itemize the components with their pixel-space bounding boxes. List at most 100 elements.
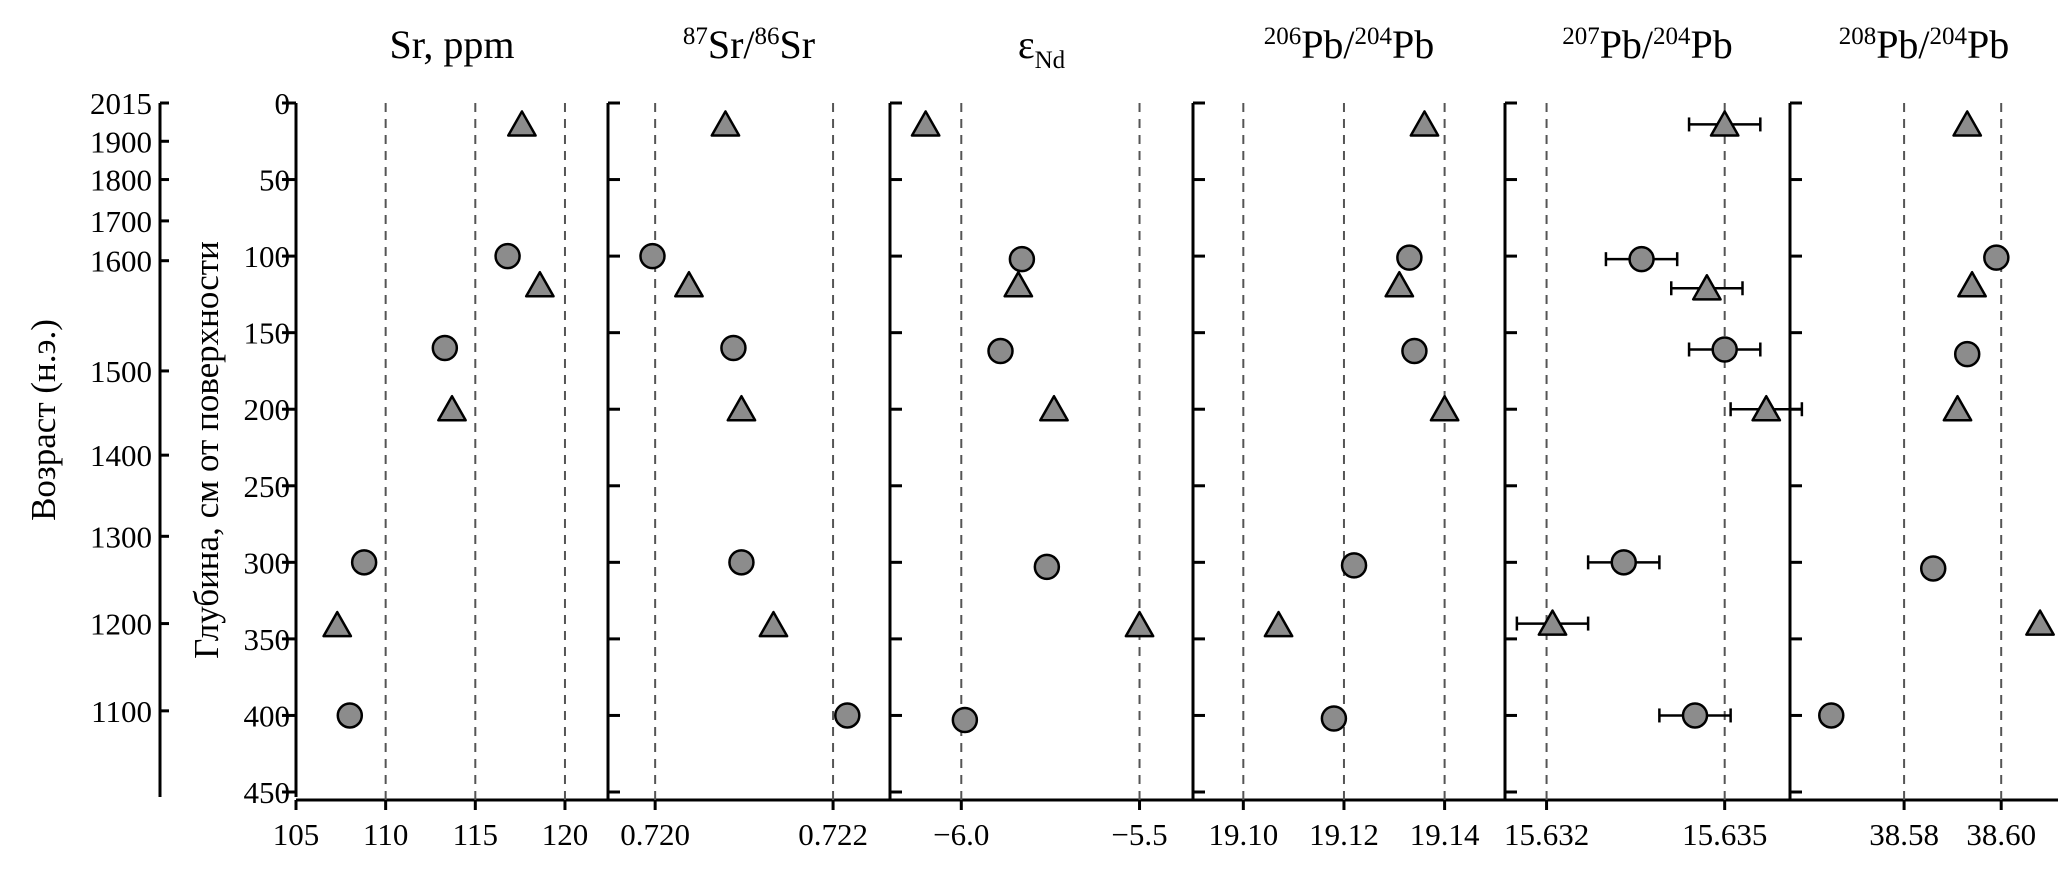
circle-point bbox=[1610, 549, 1637, 576]
x-tick-label: 120 bbox=[542, 817, 589, 852]
title-superscript: 207 bbox=[1562, 23, 1600, 50]
depth-tick-label: 50 bbox=[259, 163, 290, 198]
triangle-point bbox=[524, 270, 555, 298]
circle-point bbox=[639, 242, 666, 270]
panel-title: 207Pb/204Pb bbox=[1562, 22, 1733, 67]
triangle-point bbox=[1709, 110, 1740, 137]
marks-layer bbox=[322, 110, 2055, 734]
age-axis-label: Возраст (н.э.) bbox=[24, 319, 63, 521]
title-text: ε bbox=[1018, 22, 1035, 67]
x-tick-label: 19.14 bbox=[1410, 817, 1480, 852]
triangle-point bbox=[710, 110, 741, 137]
x-tick-label: 15.632 bbox=[1504, 817, 1589, 852]
depth-tick-label: 100 bbox=[244, 239, 291, 274]
circle-point bbox=[834, 702, 861, 729]
triangle-point bbox=[726, 394, 757, 422]
title-superscript: 206 bbox=[1264, 23, 1302, 50]
title-text: Pb/ bbox=[1876, 22, 1930, 67]
circle-point bbox=[494, 242, 521, 270]
x-tick-label: 115 bbox=[453, 817, 498, 852]
x-tick-label: 38.60 bbox=[1966, 817, 2036, 852]
triangle-point bbox=[437, 394, 467, 422]
triangle-point bbox=[758, 610, 789, 638]
circle-point bbox=[951, 706, 979, 734]
age-tick-label: 1900 bbox=[90, 124, 152, 159]
triangle-point bbox=[674, 270, 704, 298]
triangle-point bbox=[1952, 110, 1983, 137]
circle-point bbox=[350, 549, 378, 576]
triangle-point bbox=[1039, 394, 1069, 422]
age-tick-label: 1500 bbox=[90, 354, 152, 389]
age-tick-label: 1100 bbox=[91, 694, 152, 729]
text-layer: 2015190018001700160015001400130012001100… bbox=[24, 22, 2036, 852]
title-text: Sr, ppm bbox=[389, 22, 514, 67]
triangle-point bbox=[2025, 609, 2055, 636]
x-tick-label: 19.10 bbox=[1208, 817, 1278, 852]
triangle-point bbox=[1409, 110, 1440, 137]
circle-point bbox=[1818, 702, 1845, 729]
title-text: Pb bbox=[1967, 22, 2009, 67]
title-text: Pb bbox=[1392, 22, 1434, 67]
title-text: Pb/ bbox=[1600, 22, 1654, 67]
depth-tick-label: 250 bbox=[244, 469, 291, 504]
age-tick-label: 1800 bbox=[90, 163, 152, 198]
triangle-point bbox=[1957, 270, 1987, 298]
triangle-point bbox=[1124, 610, 1155, 638]
circle-point bbox=[1919, 555, 1947, 582]
circle-point bbox=[1033, 553, 1061, 581]
title-text: Pb/ bbox=[1301, 22, 1355, 67]
x-tick-label: 105 bbox=[273, 817, 320, 852]
triangle-point bbox=[910, 110, 941, 137]
circle-point bbox=[1681, 702, 1709, 729]
circle-point bbox=[987, 337, 1014, 365]
depth-tick-label: 150 bbox=[244, 316, 291, 351]
triangle-point bbox=[1003, 270, 1034, 298]
triangle-point bbox=[322, 610, 353, 638]
circle-point bbox=[1340, 552, 1368, 579]
circle-point bbox=[1008, 245, 1036, 273]
x-tick-label: −6.0 bbox=[933, 817, 989, 852]
triangle-point bbox=[1942, 394, 1973, 422]
title-superscript: 208 bbox=[1839, 23, 1877, 50]
x-tick-label: 19.12 bbox=[1309, 817, 1379, 852]
title-text: Sr/ bbox=[708, 22, 756, 67]
age-tick-label: 1200 bbox=[90, 607, 152, 642]
age-tick-label: 1700 bbox=[90, 204, 152, 239]
circle-point bbox=[336, 702, 364, 729]
panel-title: εNd bbox=[1018, 22, 1066, 74]
x-tick-label: 0.720 bbox=[620, 817, 690, 852]
panel-title: 208Pb/204Pb bbox=[1839, 22, 2010, 67]
depth-tick-label: 400 bbox=[244, 698, 291, 733]
x-tick-label: 15.635 bbox=[1682, 817, 1767, 852]
depth-axis-label: Глубина, см от поверхности bbox=[187, 241, 226, 659]
circle-point bbox=[720, 334, 747, 362]
title-superscript: 204 bbox=[1653, 23, 1691, 50]
circle-point bbox=[1628, 245, 1655, 273]
age-tick-label: 1600 bbox=[90, 244, 152, 279]
age-tick-label: 1300 bbox=[90, 519, 152, 554]
grid-layer bbox=[384, 103, 2003, 800]
depth-tick-label: 350 bbox=[244, 622, 291, 657]
title-superscript: 86 bbox=[755, 23, 780, 50]
depth-tick-label: 450 bbox=[244, 775, 291, 810]
title-superscript: 204 bbox=[1930, 23, 1968, 50]
depth-tick-label: 200 bbox=[244, 392, 291, 427]
age-tick-label: 2015 bbox=[90, 86, 152, 121]
circle-point bbox=[1711, 336, 1738, 363]
triangle-point bbox=[1537, 609, 1568, 636]
depth-tick-label: 0 bbox=[275, 86, 291, 121]
title-text: Pb bbox=[1691, 22, 1733, 67]
triangle-point bbox=[1751, 394, 1782, 422]
circle-point bbox=[1953, 340, 1981, 368]
axes-layer bbox=[158, 101, 2058, 810]
circle-point bbox=[431, 334, 459, 362]
x-tick-label: 110 bbox=[363, 817, 408, 852]
age-tick-label: 1400 bbox=[90, 438, 152, 473]
panel-title: 206Pb/204Pb bbox=[1264, 22, 1435, 67]
circle-point bbox=[1396, 244, 1423, 271]
circle-point bbox=[1983, 244, 2010, 271]
x-tick-label: −5.5 bbox=[1111, 817, 1167, 852]
circle-point bbox=[1401, 337, 1428, 365]
x-tick-label: 38.58 bbox=[1869, 817, 1939, 852]
